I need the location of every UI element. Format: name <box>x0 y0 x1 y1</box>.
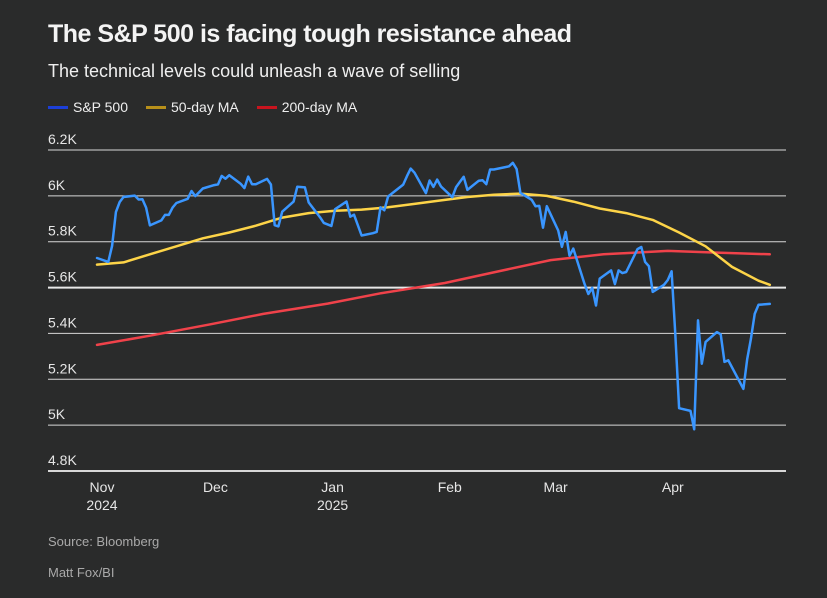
legend-item-50day: 50-day MA <box>146 99 239 115</box>
series-line-50-day-ma <box>95 192 772 287</box>
y-tick-label: 5.8K <box>48 223 77 239</box>
legend-swatch <box>256 105 277 109</box>
x-tick-label: Apr <box>662 479 684 495</box>
y-tick-label: 5.4K <box>48 314 77 330</box>
legend-swatch <box>146 105 167 109</box>
y-tick-label: 4.8K <box>48 452 77 468</box>
series-line-200-day-ma <box>95 249 772 347</box>
x-tick-year-label: 2024 <box>86 497 117 513</box>
legend-label: 200-day MA <box>281 99 358 115</box>
x-tick-label: Feb <box>438 479 462 495</box>
chart-title: The S&P 500 is facing tough resistance a… <box>48 20 572 48</box>
series-line-s-p-500 <box>95 161 772 431</box>
legend-item-sp500: S&P 500 <box>48 99 128 115</box>
x-tick-label: Dec <box>203 479 228 495</box>
y-tick-label: 6K <box>48 177 66 193</box>
legend-swatch <box>48 105 68 109</box>
x-tick-label: Mar <box>544 479 568 495</box>
source-note: Source: Bloomberg <box>48 534 160 549</box>
legend-label: 50-day MA <box>171 99 239 115</box>
legend-label: S&P 500 <box>73 99 129 115</box>
legend: S&P 500 50-day MA 200-day MA <box>48 99 357 115</box>
legend-item-200day: 200-day MA <box>256 99 358 115</box>
chart-subtitle: The technical levels could unleash a wav… <box>48 61 461 81</box>
y-tick-label: 5K <box>48 406 66 422</box>
x-tick-label: Jan <box>321 479 344 495</box>
y-tick-label: 5.6K <box>48 269 77 285</box>
x-tick-label: Nov <box>90 479 115 495</box>
y-tick-label: 5.2K <box>48 360 77 376</box>
x-tick-year-label: 2025 <box>317 497 348 513</box>
y-tick-label: 6.2K <box>48 131 77 147</box>
credit-note: Matt Fox/BI <box>48 565 115 580</box>
